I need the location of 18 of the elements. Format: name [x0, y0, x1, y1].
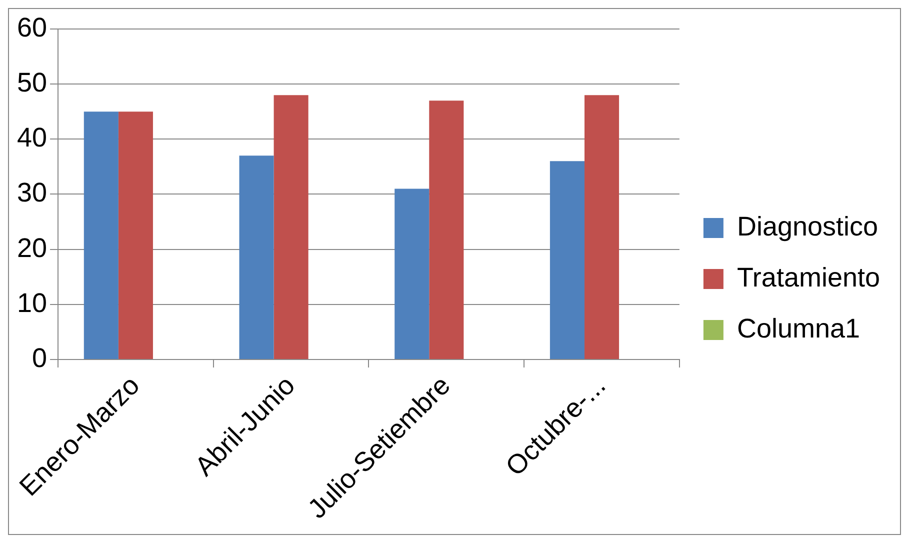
bar [84, 112, 118, 359]
y-tick-label: 0 [32, 342, 48, 373]
bar [550, 161, 584, 359]
bar [584, 95, 620, 359]
y-tick-label: 10 [16, 288, 48, 318]
bar [394, 188, 430, 359]
bar [118, 112, 153, 359]
y-tick-label: 60 [16, 12, 48, 42]
legend-label: Tratamiento [736, 262, 880, 292]
y-tick-label: 30 [16, 178, 48, 208]
y-tick-label: 50 [16, 68, 48, 98]
y-tick-label: 20 [16, 232, 48, 263]
legend-label: Diagnostico [736, 211, 878, 242]
bar [239, 156, 274, 359]
bar [429, 100, 464, 359]
legend-label: Columna1 [736, 313, 860, 344]
bar [274, 95, 308, 359]
y-tick-label: 40 [16, 122, 48, 153]
